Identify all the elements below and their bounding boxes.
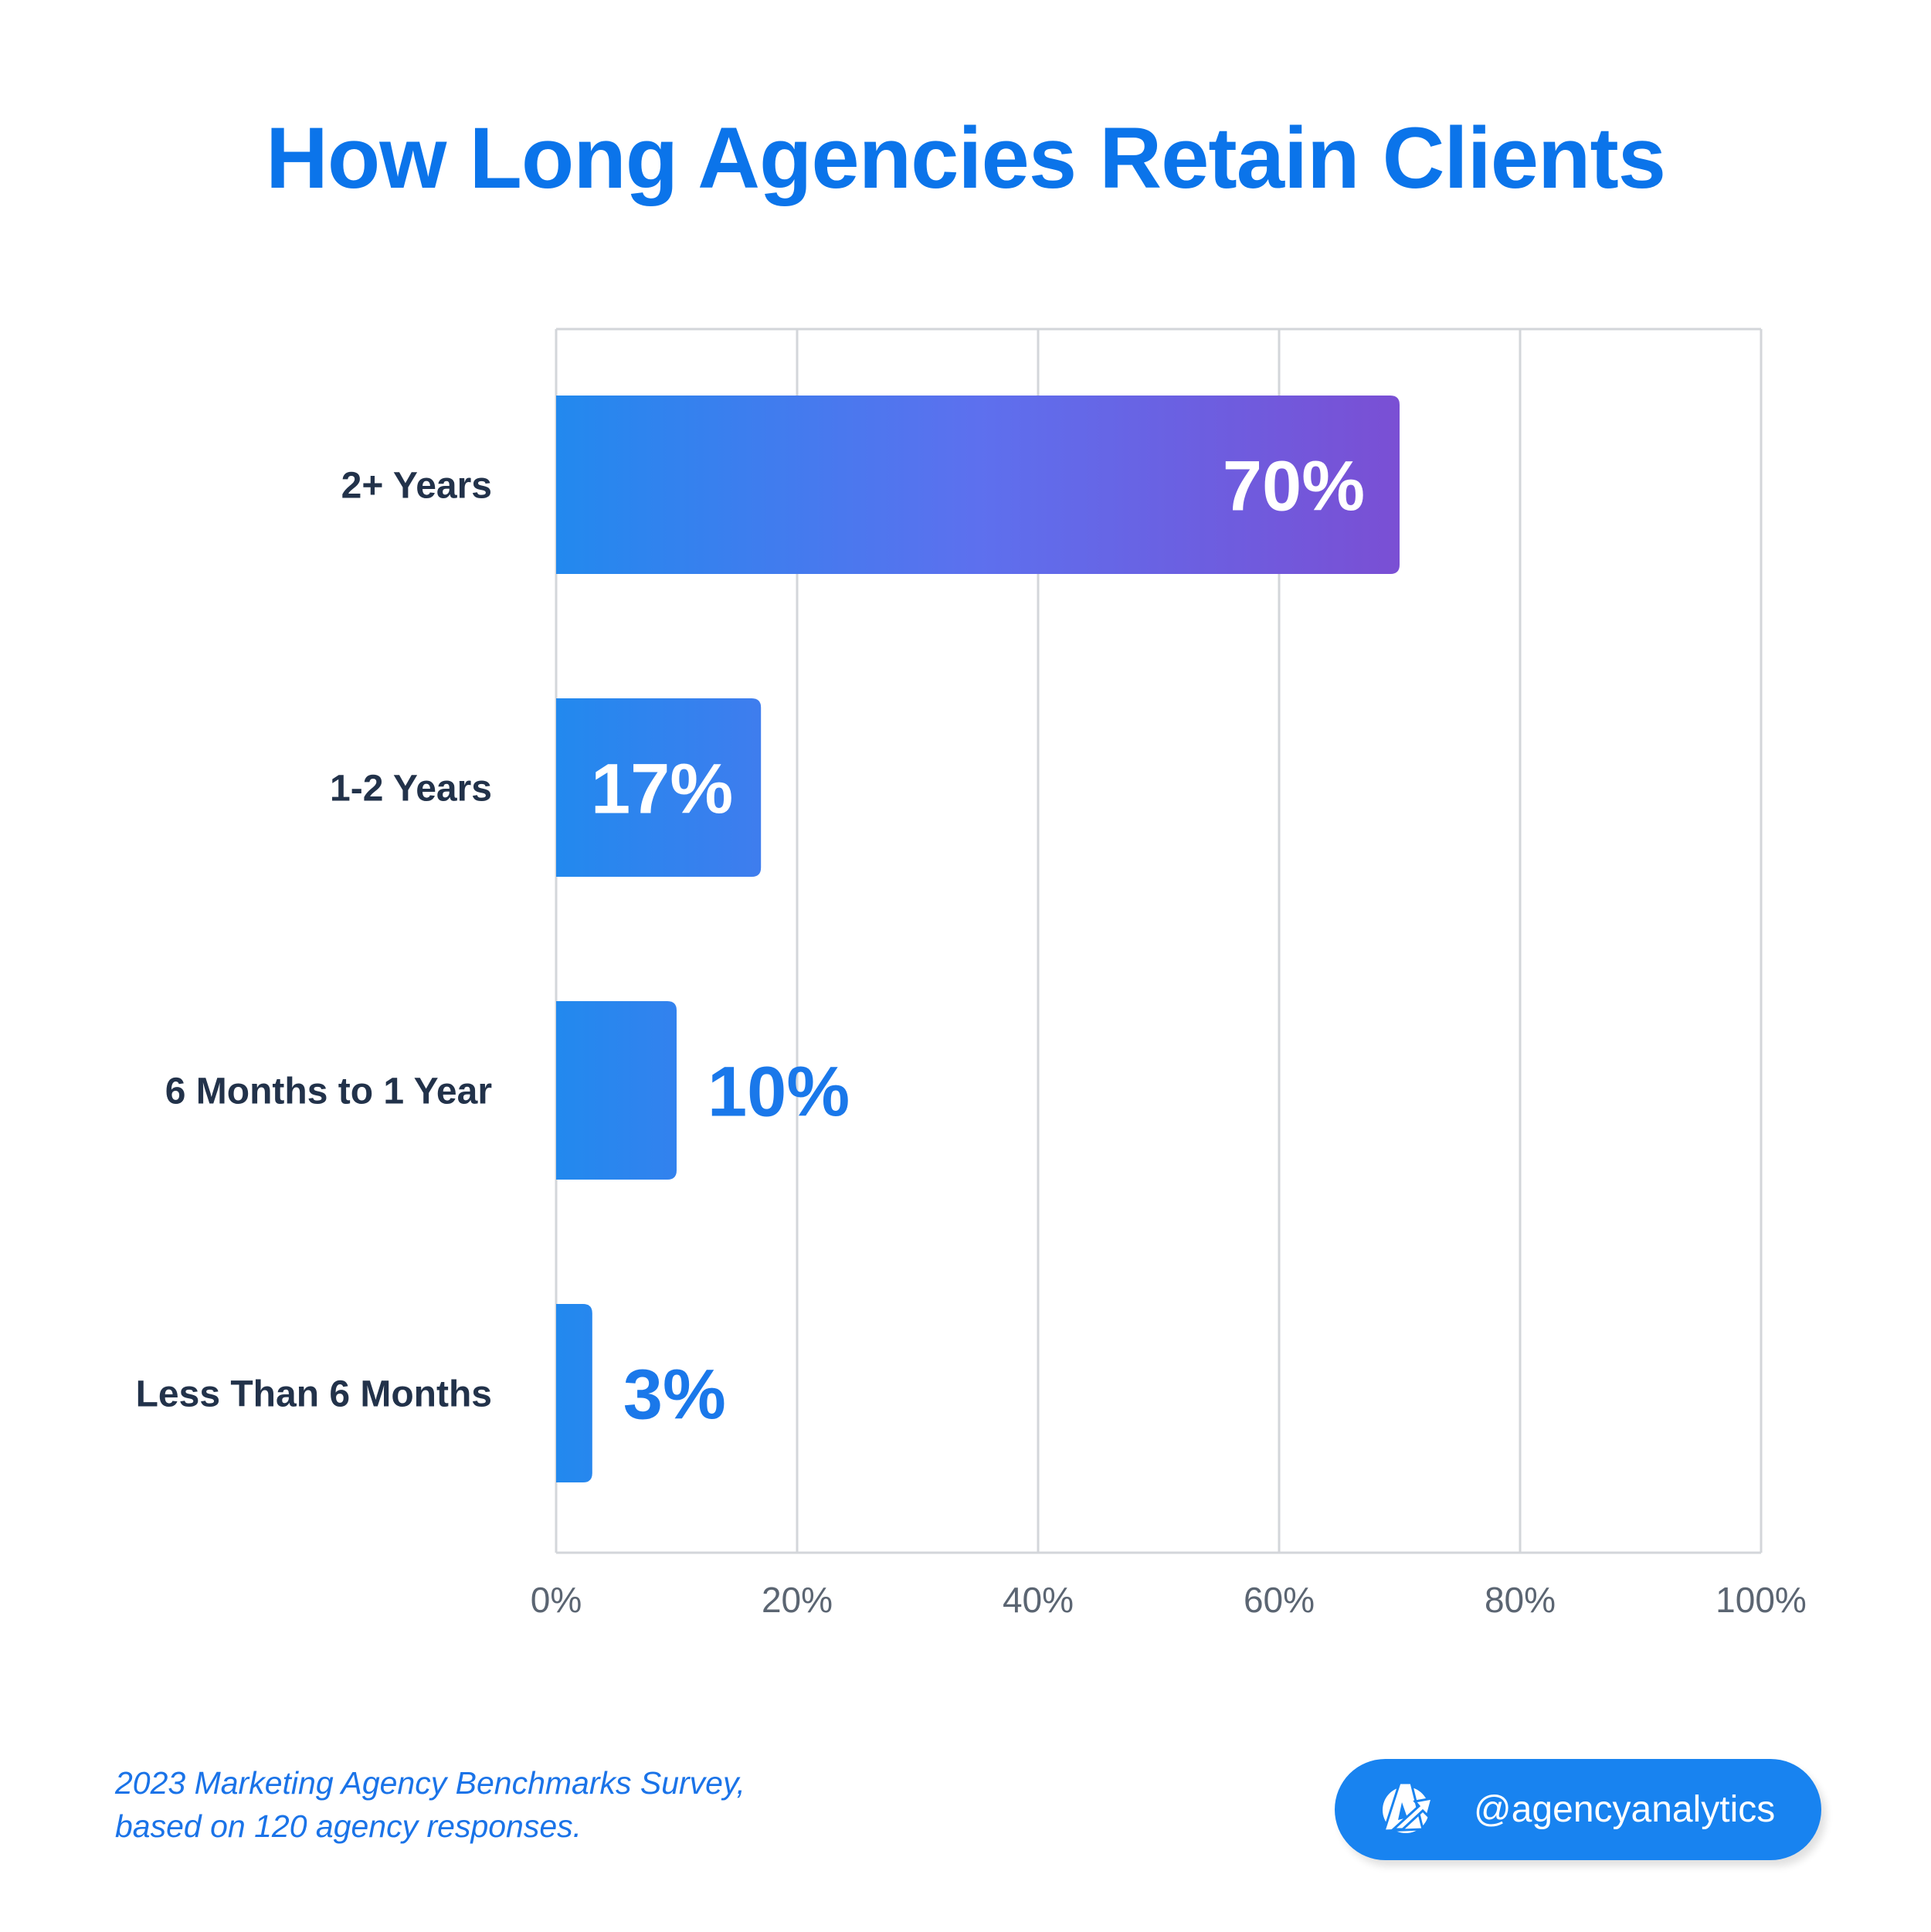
source-note: 2023 Marketing Agency Benchmarks Survey,… xyxy=(115,1761,745,1848)
x-tick-label: 0% xyxy=(531,1580,582,1620)
data-label: 3% xyxy=(623,1356,726,1435)
category-label: 1-2 Years xyxy=(330,769,492,810)
x-tick-label: 20% xyxy=(762,1580,833,1620)
category-label: Less Than 6 Months xyxy=(136,1374,492,1415)
x-tick-label: 100% xyxy=(1716,1580,1807,1620)
data-label: 10% xyxy=(708,1053,850,1132)
labels: 0% 20% 40% 60% 80% 100% 2+ Years 70% 1-2 Years 17… xyxy=(136,447,1807,1621)
data-label: 70% xyxy=(1223,447,1365,526)
category-label: 6 Months to 1 Year xyxy=(165,1071,492,1112)
social-handle-badge[interactable]: @agencyanalytics xyxy=(1335,1759,1821,1860)
x-tick-label: 40% xyxy=(1003,1580,1074,1620)
bars xyxy=(556,396,1400,1482)
source-line-2: based on 120 agency responses. xyxy=(115,1808,582,1844)
agencyanalytics-logo-icon xyxy=(1382,1781,1434,1833)
social-handle: @agencyanalytics xyxy=(1474,1789,1776,1830)
source-line-1: 2023 Marketing Agency Benchmarks Survey, xyxy=(115,1765,745,1801)
bar xyxy=(556,396,1400,574)
bar-chart: 0% 20% 40% 60% 80% 100% 2+ Years 70% 1-2 Years 17… xyxy=(136,328,1807,1621)
data-label: 17% xyxy=(591,750,733,829)
x-tick-label: 80% xyxy=(1485,1580,1556,1620)
chart-title: How Long Agencies Retain Clients xyxy=(265,110,1666,206)
bar xyxy=(556,1304,592,1482)
bar xyxy=(556,1001,677,1180)
category-label: 2+ Years xyxy=(341,466,492,507)
bar xyxy=(556,698,762,877)
x-tick-label: 60% xyxy=(1244,1580,1315,1620)
